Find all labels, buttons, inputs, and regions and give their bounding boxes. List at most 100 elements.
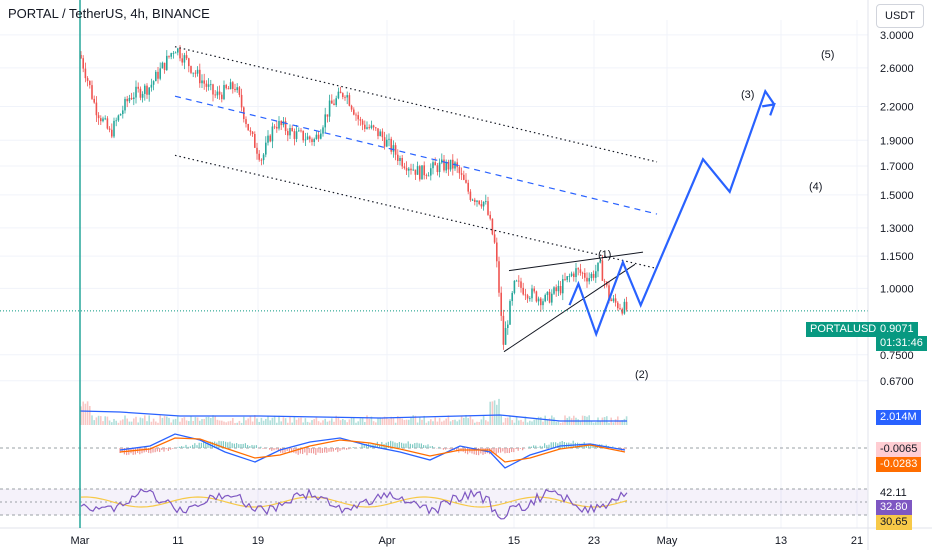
candle-body: [553, 287, 555, 294]
volume-bar: [350, 417, 353, 425]
macd-hist-bar: [390, 440, 392, 448]
macd-hist-bar: [198, 442, 200, 448]
candle: [557, 280, 560, 297]
candle: [133, 92, 135, 106]
volume-bar: [331, 418, 333, 425]
candle-body: [597, 262, 599, 272]
macd-hist-bar: [159, 448, 161, 453]
candle-body: [302, 130, 304, 141]
candle-body: [271, 126, 274, 142]
volume-bar: [423, 415, 425, 425]
macd-hist-bar: [194, 443, 196, 448]
candle-body: [568, 275, 571, 277]
volume-bar: [515, 416, 518, 425]
macd-hist-bar: [310, 448, 312, 454]
volume-bar: [203, 419, 205, 425]
candle-body: [412, 169, 414, 171]
candle: [438, 158, 441, 178]
currency-button[interactable]: USDT: [876, 4, 924, 28]
y-tick-label: 1.5000: [880, 190, 914, 202]
candle: [84, 62, 87, 83]
volume-bar: [370, 416, 373, 425]
candle: [155, 70, 157, 82]
volume-bar: [590, 421, 593, 425]
macd-hist-bar: [264, 448, 266, 449]
x-tick-label: May: [657, 535, 678, 547]
macd-hist-bar: [181, 446, 183, 448]
candle: [135, 80, 137, 104]
volume-bar: [117, 422, 120, 425]
candle-body: [361, 120, 364, 125]
candle: [452, 154, 454, 176]
macd-hist-bar: [502, 448, 504, 452]
volume-bar: [333, 421, 335, 425]
candle: [258, 150, 260, 162]
candle: [524, 288, 527, 300]
candle: [590, 272, 593, 282]
macd-hist-bar: [304, 448, 306, 453]
x-tick-label: Mar: [71, 535, 90, 547]
candle: [533, 286, 535, 294]
candle-body: [192, 72, 194, 74]
macd-hist-bar: [132, 448, 134, 455]
candle: [124, 96, 126, 114]
macd-hist-bar: [242, 443, 244, 448]
candle-body: [82, 58, 84, 69]
candle: [234, 83, 236, 93]
macd-hist-bar: [515, 448, 517, 450]
candle: [478, 200, 480, 206]
macd-hist-bar: [291, 448, 293, 453]
candle-body: [579, 269, 582, 273]
macd-hist-bar: [167, 448, 169, 451]
candle-body: [251, 131, 254, 135]
candle-body: [311, 139, 313, 143]
candle-body: [315, 134, 318, 140]
volume-bar: [412, 415, 414, 425]
macd-hist-bar: [156, 448, 158, 452]
candle: [306, 132, 309, 140]
candle: [498, 256, 500, 297]
candle: [185, 50, 188, 61]
candle-body: [108, 128, 111, 130]
macd-hist-bar: [200, 442, 202, 448]
volume-bar: [458, 419, 461, 425]
candle-body: [273, 126, 276, 128]
macd-hist-bar: [218, 440, 220, 448]
candle: [170, 52, 172, 60]
candle: [355, 112, 357, 121]
candle: [181, 53, 183, 66]
candle: [289, 124, 291, 140]
macd-hist-bar: [343, 448, 345, 450]
candle-body: [397, 154, 399, 161]
candle-body: [97, 115, 100, 119]
candle: [535, 290, 538, 303]
macd-hist-bar: [379, 444, 381, 448]
volume-bar: [524, 416, 527, 425]
candle-body: [150, 84, 153, 88]
macd-hist-bar: [161, 448, 163, 450]
candle: [144, 83, 146, 101]
macd-hist-bar: [445, 448, 447, 450]
candle-body: [355, 114, 357, 116]
candle: [148, 86, 150, 102]
macd-hist-bar: [260, 446, 262, 448]
candle-body: [199, 69, 201, 84]
macd-hist-bar: [561, 440, 563, 448]
macd-hist-bar: [178, 446, 180, 448]
volume-bar: [104, 416, 106, 425]
volume-bar: [355, 422, 357, 425]
volume-bar: [346, 422, 348, 425]
macd-hist-bar: [277, 448, 279, 451]
volume-bar: [240, 422, 243, 425]
candle-body: [232, 82, 234, 89]
volume-bar: [170, 422, 172, 425]
candle-body: [372, 125, 375, 128]
candle-body: [366, 127, 368, 129]
candle-body: [214, 94, 216, 96]
macd-hist-bar: [269, 448, 271, 450]
candle-body: [170, 53, 172, 57]
candle-body: [581, 272, 584, 274]
volume-bar: [401, 418, 403, 425]
volume-bar: [190, 415, 192, 425]
volume-bar: [511, 420, 513, 425]
